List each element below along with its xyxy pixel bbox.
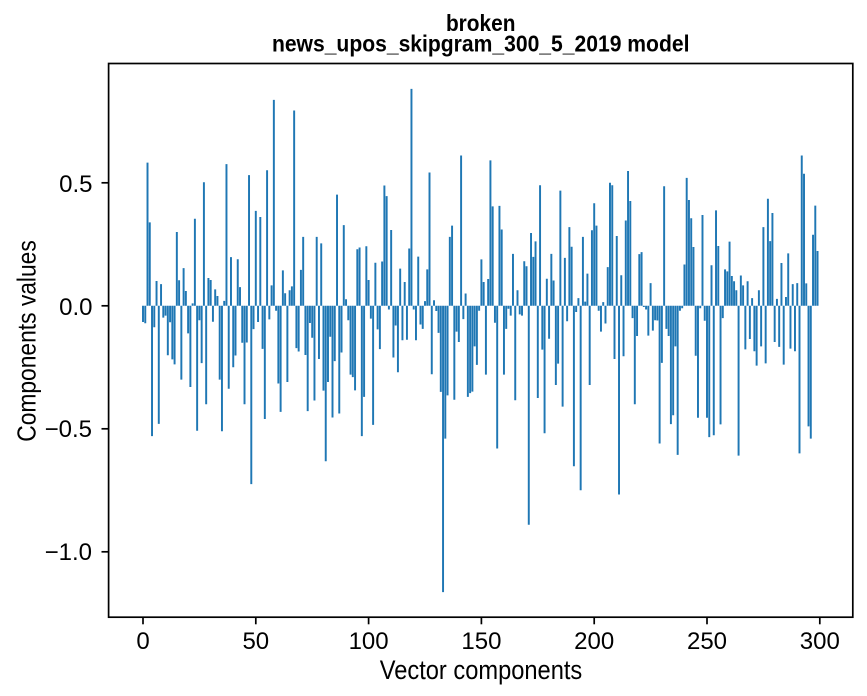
- svg-text:Components values: Components values: [12, 240, 42, 442]
- svg-text:100: 100: [349, 628, 389, 655]
- svg-text:−1.0: −1.0: [45, 539, 92, 566]
- svg-text:50: 50: [242, 628, 269, 655]
- svg-text:0.0: 0.0: [59, 294, 92, 321]
- svg-text:0.5: 0.5: [59, 171, 92, 198]
- svg-text:broken: broken: [446, 10, 516, 36]
- svg-text:−0.5: −0.5: [45, 416, 92, 443]
- svg-text:150: 150: [461, 628, 501, 655]
- svg-text:250: 250: [687, 628, 727, 655]
- svg-text:200: 200: [574, 628, 614, 655]
- svg-text:0: 0: [136, 628, 149, 655]
- svg-text:300: 300: [800, 628, 840, 655]
- svg-text:Vector components: Vector components: [380, 655, 583, 685]
- svg-text:news_upos_skipgram_300_5_2019: news_upos_skipgram_300_5_2019 model: [272, 31, 690, 57]
